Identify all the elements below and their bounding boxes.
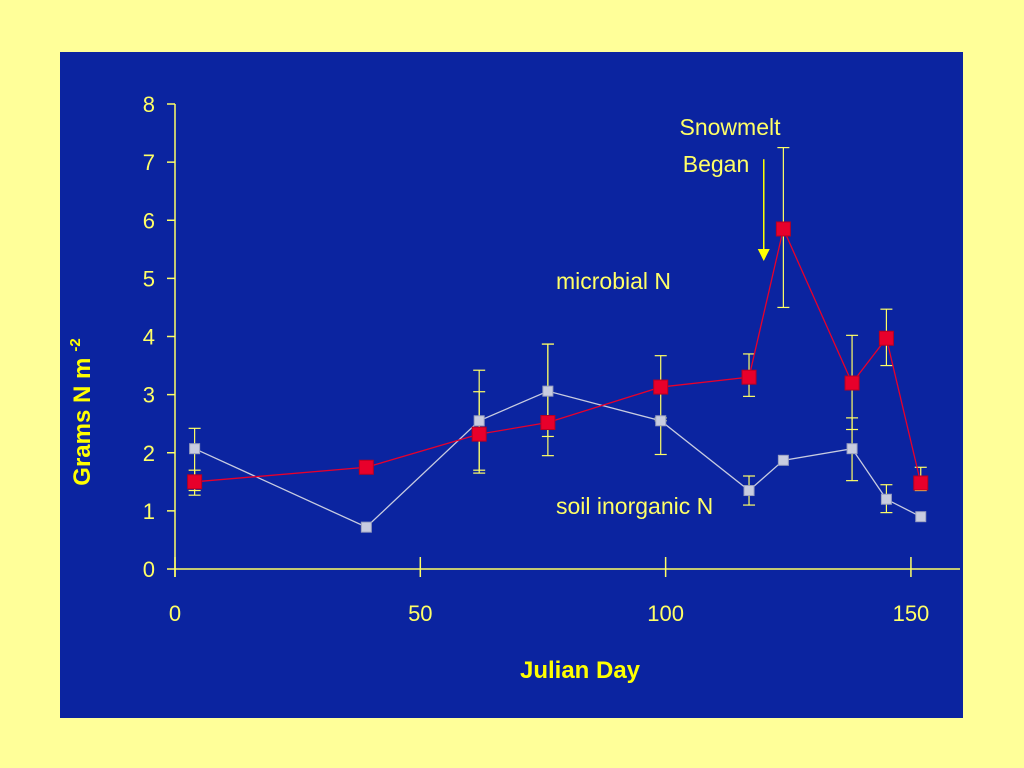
microbial-point [358,459,374,475]
y-tick-label: 0 [143,557,155,582]
series-layer [187,146,929,533]
y-axis-title-superscript: -2 [67,338,84,351]
soil-point [473,415,485,427]
x-axis-title: Julian Day [520,657,641,684]
microbial-point [540,415,556,431]
x-tick-label: 100 [647,601,684,626]
soil-line [194,390,922,528]
microbial-series-label: microbial N [556,268,671,294]
soil-point [846,443,858,455]
snowmelt-arrow-head [757,248,770,261]
snowmelt-label-line2: Began [683,151,750,177]
microbial-point [653,379,669,395]
y-axis-title: Grams N m -2 [67,338,96,485]
soil-point [655,415,667,427]
y-tick-label: 3 [143,383,155,408]
microbial-point [913,475,929,491]
soil-point [777,454,789,466]
microbial-point [775,221,791,237]
soil-point [542,385,554,397]
soil-point [880,493,892,505]
microbial-line [194,226,922,484]
soil-point [360,521,372,533]
snowmelt-arrow [757,159,770,261]
y-tick-label: 1 [143,499,155,524]
y-axis-title-main: Grams N m [69,358,96,486]
y-tick-label: 4 [143,325,155,350]
y-axis-title-group: Grams N m -2 [67,338,96,485]
microbial-point [844,375,860,391]
x-tick-label: 50 [408,601,432,626]
snowmelt-label-line1: Snowmelt [680,114,782,140]
y-tick-label: 6 [143,208,155,233]
soil-point [743,485,755,497]
microbial-point [471,426,487,442]
soil-series-label: soil inorganic N [556,493,713,519]
microbial-point [187,474,203,490]
chart-svg: 0 50 100 150 0 1 2 3 4 5 6 7 8 Julian Day Grams N m -… [67,92,960,684]
y-tick-label: 8 [143,92,155,117]
y-tick-label: 7 [143,150,155,175]
y-tick-label: 5 [143,266,155,291]
x-tick-label: 150 [893,601,930,626]
axes: 0 50 100 150 0 1 2 3 4 5 6 7 8 [143,92,960,626]
soil-point [189,443,201,455]
microbial-point [878,330,894,346]
x-tick-label: 0 [169,601,181,626]
microbial-point [741,369,757,385]
soil-point [915,511,927,523]
chart-panel: 0 50 100 150 0 1 2 3 4 5 6 7 8 Julian Day Grams N m -… [60,52,963,718]
y-tick-label: 2 [143,441,155,466]
